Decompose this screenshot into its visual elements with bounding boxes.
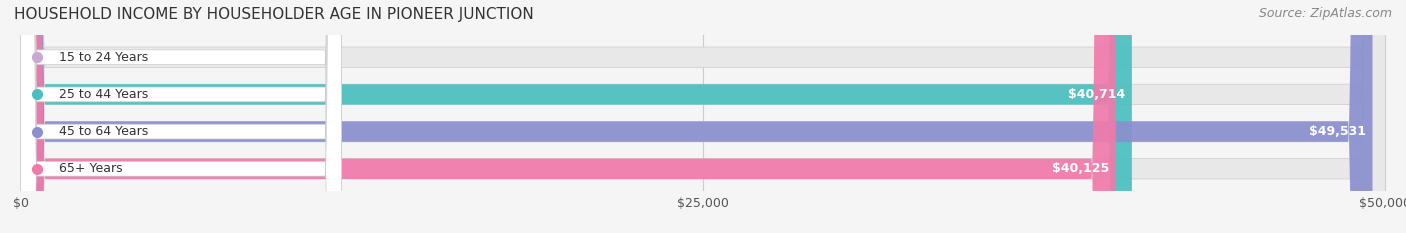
Text: $40,125: $40,125 [1052,162,1109,175]
FancyBboxPatch shape [21,0,1372,233]
FancyBboxPatch shape [21,0,342,233]
FancyBboxPatch shape [21,0,342,233]
FancyBboxPatch shape [21,0,342,233]
Text: $49,531: $49,531 [1309,125,1365,138]
FancyBboxPatch shape [21,0,1385,233]
FancyBboxPatch shape [21,0,342,233]
Text: 65+ Years: 65+ Years [59,162,122,175]
Text: Source: ZipAtlas.com: Source: ZipAtlas.com [1258,7,1392,20]
Text: 45 to 64 Years: 45 to 64 Years [59,125,148,138]
FancyBboxPatch shape [21,0,1385,233]
FancyBboxPatch shape [21,0,1385,233]
Text: $40,714: $40,714 [1067,88,1125,101]
Text: 15 to 24 Years: 15 to 24 Years [59,51,148,64]
Text: $0: $0 [51,51,69,64]
FancyBboxPatch shape [21,0,1385,233]
Text: HOUSEHOLD INCOME BY HOUSEHOLDER AGE IN PIONEER JUNCTION: HOUSEHOLD INCOME BY HOUSEHOLDER AGE IN P… [14,7,534,22]
FancyBboxPatch shape [21,0,1116,233]
Text: 25 to 44 Years: 25 to 44 Years [59,88,148,101]
FancyBboxPatch shape [21,0,1132,233]
